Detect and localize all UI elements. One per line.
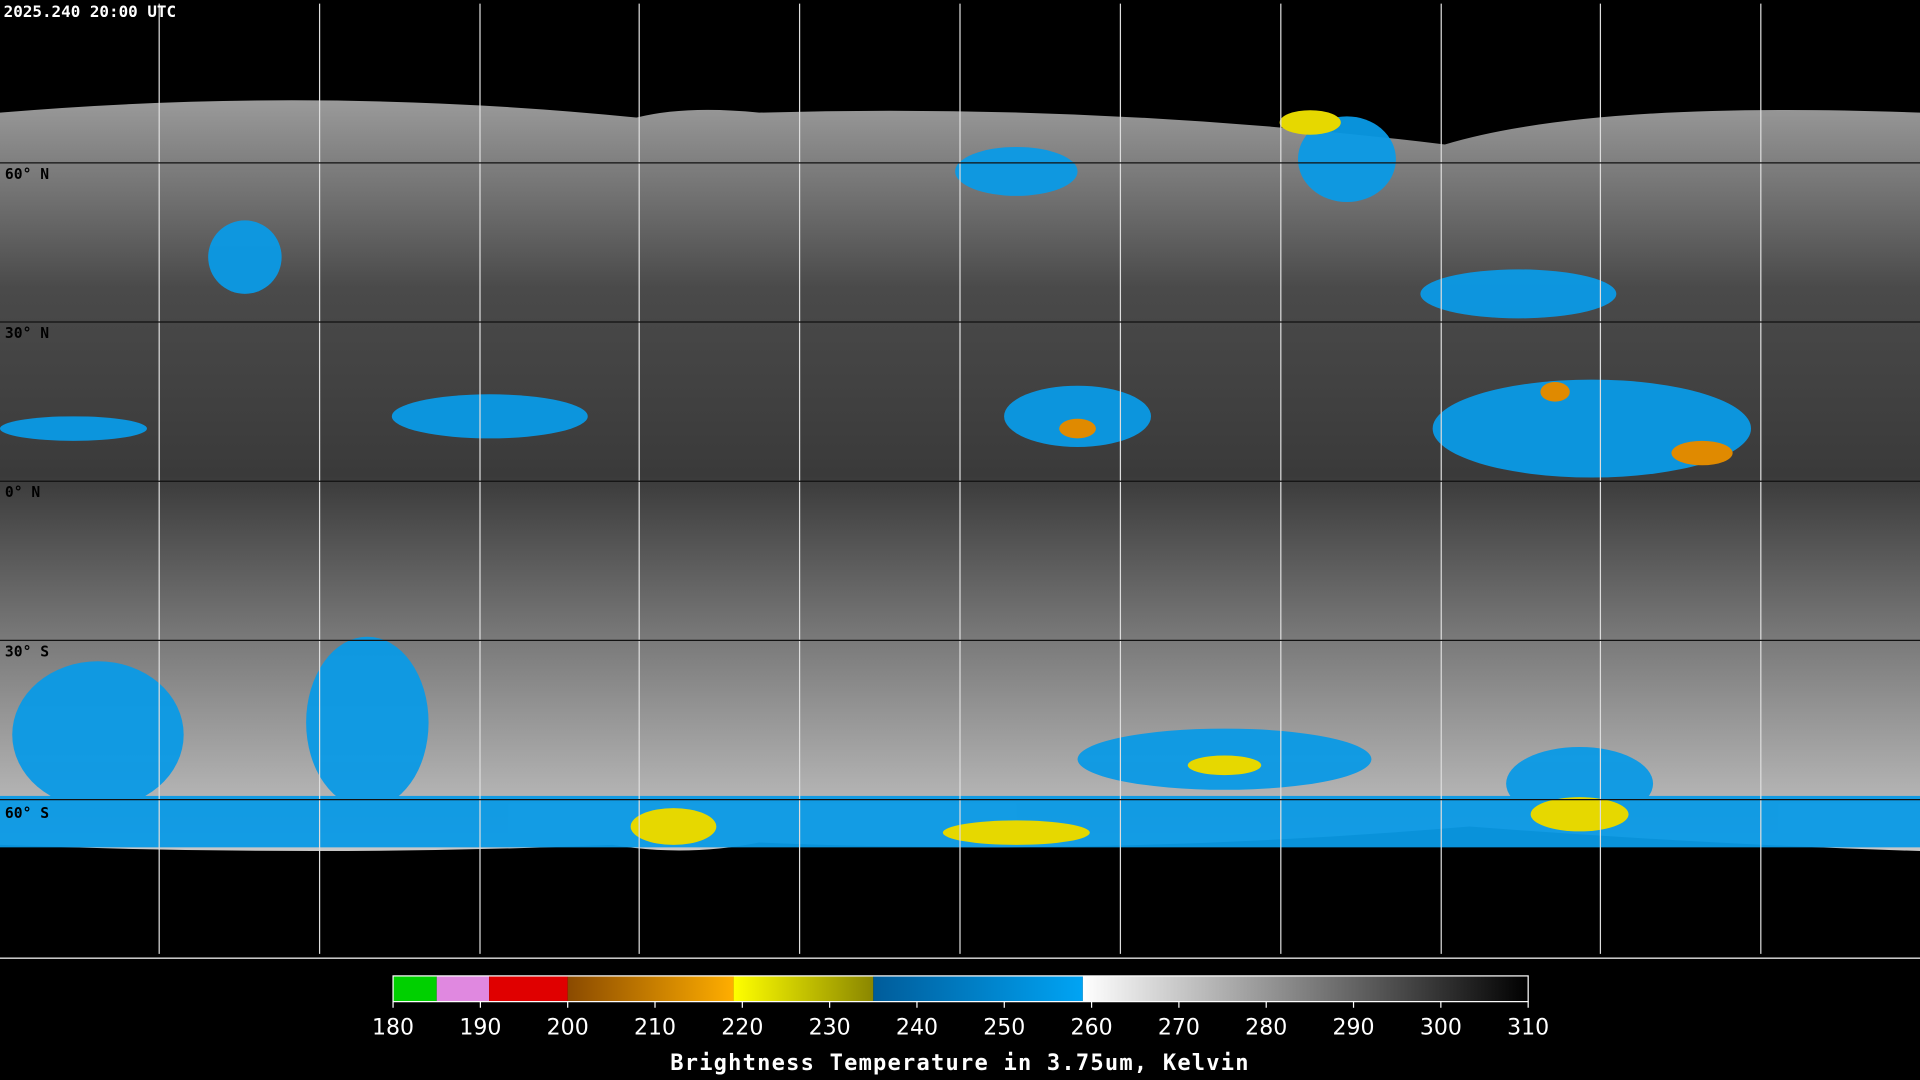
colorbar-tick-label: 190: [459, 1016, 501, 1041]
divider: [0, 957, 1920, 959]
colorbar-segment: [489, 975, 568, 1002]
colorbar-frame: [392, 975, 1529, 1003]
colorbar-tick-label: 200: [547, 1016, 589, 1041]
lat-label: 60° S: [5, 805, 49, 822]
graticule: [0, 3, 1920, 954]
lat-label: 60° N: [5, 166, 49, 183]
colorbar-tick-label: 280: [1245, 1016, 1287, 1041]
colorbar-tick-label: 250: [983, 1016, 1025, 1041]
colorbar-segment: [436, 975, 490, 1002]
colorbar-tick-label: 270: [1158, 1016, 1200, 1041]
colorbar-tick-label: 290: [1333, 1016, 1375, 1041]
coldest-clouds: [1059, 382, 1733, 466]
colorbar-segment: [393, 975, 437, 1002]
colorbar-tick-label: 210: [634, 1016, 676, 1041]
timestamp: 2025.240 20:00 UTC: [4, 2, 176, 21]
colorbar-tick-label: 180: [372, 1016, 414, 1041]
colorbar-segment: [1082, 975, 1529, 1002]
very-cold-clouds: [630, 110, 1629, 845]
colorbar-tick-label: 240: [896, 1016, 938, 1041]
lat-label: 30° N: [5, 325, 49, 342]
colorbar: 180 190 200 210 220 230 240 250 260 270 280 290 300 3…: [372, 975, 1549, 1041]
lat-label: 30° S: [5, 643, 49, 660]
colorbar-tick-label: 300: [1420, 1016, 1462, 1041]
colorbar-tick-label: 310: [1507, 1016, 1549, 1041]
latitude-labels: 60° N 30° N 0° N 30° S 60° S: [5, 166, 49, 822]
lat-label: 0° N: [5, 484, 40, 501]
colorbar-tick-label: 260: [1071, 1016, 1113, 1041]
colorbar-tick-label: 230: [809, 1016, 851, 1041]
colorbar-tick-label: 220: [721, 1016, 763, 1041]
colorbar-title: Brightness Temperature in 3.75um, Kelvin: [670, 1051, 1250, 1076]
colorbar-segment: [873, 975, 1083, 1002]
colorbar-segment: [567, 975, 734, 1002]
colorbar-segment: [733, 975, 874, 1002]
